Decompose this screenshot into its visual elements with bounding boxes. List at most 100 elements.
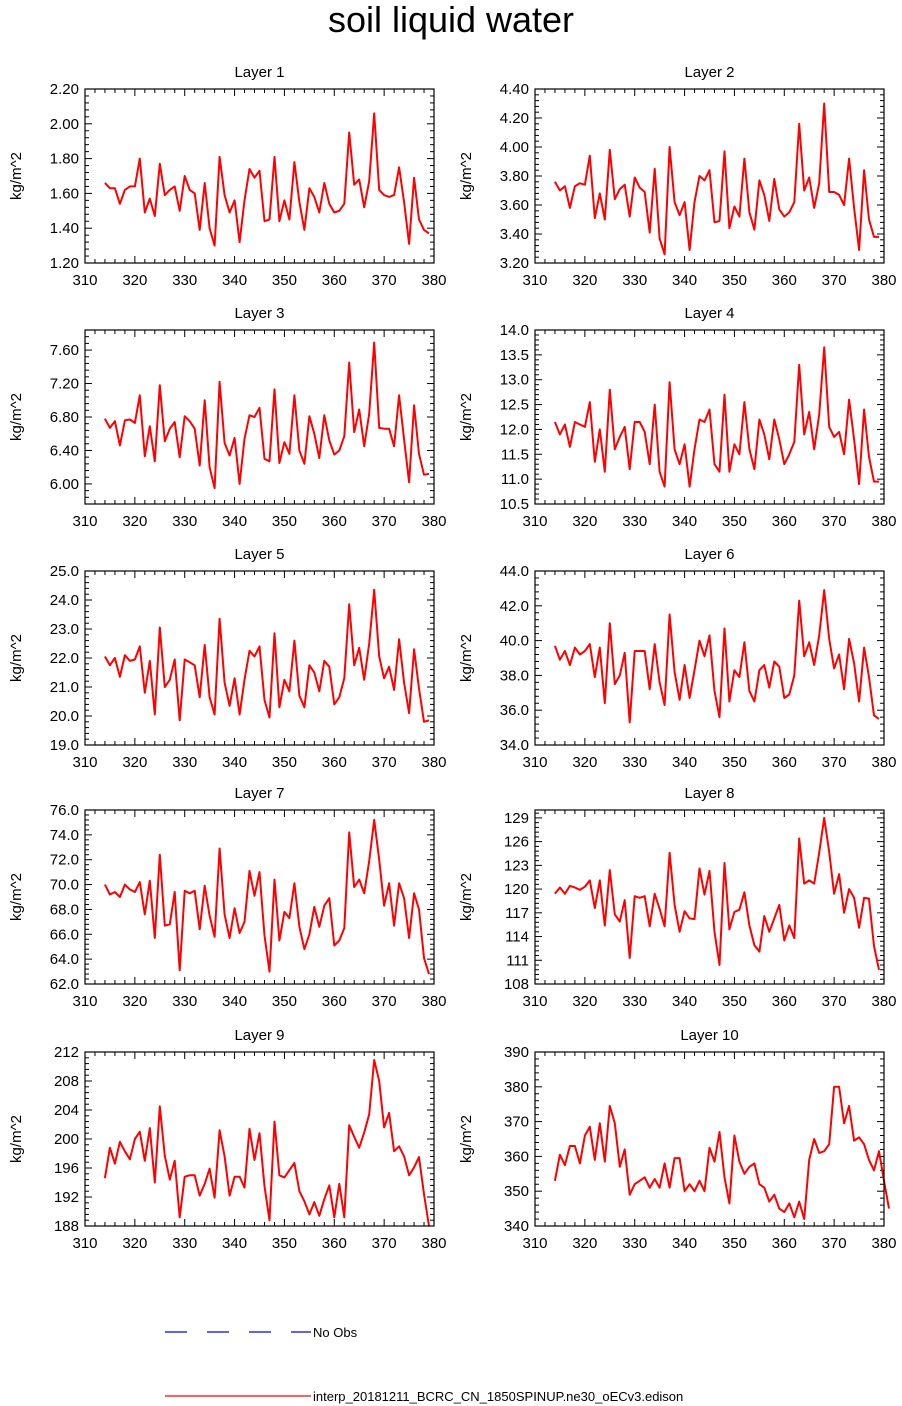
panel-title: Layer 1	[234, 64, 284, 81]
y-tick-label: 7.60	[50, 342, 79, 359]
y-tick-label: 2.20	[50, 81, 79, 98]
x-tick-label: 370	[372, 993, 397, 1010]
y-tick-label: 1.80	[50, 151, 79, 168]
y-tick-label: 126	[504, 834, 529, 851]
x-tick-label: 340	[222, 272, 247, 289]
y-axis-label: kg/m^2	[458, 393, 475, 441]
y-tick-label: 360	[504, 1148, 529, 1165]
y-axis-label: kg/m^2	[458, 1115, 475, 1163]
y-tick-label: 129	[504, 810, 529, 827]
x-tick-label: 370	[822, 272, 847, 289]
y-tick-label: 1.60	[50, 185, 79, 202]
x-tick-label: 330	[622, 993, 647, 1010]
x-tick-label: 330	[172, 513, 197, 530]
y-tick-label: 12.5	[500, 397, 529, 414]
panel-title: Layer 6	[684, 546, 734, 563]
plot-frame	[84, 570, 435, 746]
series-line	[104, 341, 430, 490]
y-tick-label: 74.0	[50, 827, 79, 844]
y-tick-label: 108	[504, 976, 529, 993]
x-tick-label: 380	[421, 754, 446, 771]
chart-panel-10: Layer 10 kg/m^2 310 320 330 340 350 360 370 380 34…	[458, 1027, 897, 1252]
x-tick-label: 320	[572, 754, 597, 771]
x-tick-label: 350	[272, 754, 297, 771]
y-tick-label: 188	[54, 1218, 79, 1235]
y-tick-label: 6.00	[50, 476, 79, 493]
x-tick-label: 330	[622, 513, 647, 530]
x-tick-label: 370	[822, 1235, 847, 1252]
x-tick-label: 340	[222, 1235, 247, 1252]
x-tick-label: 340	[672, 272, 697, 289]
y-tick-label: 350	[504, 1183, 529, 1200]
x-tick-label: 380	[421, 993, 446, 1010]
x-tick-label: 310	[522, 513, 547, 530]
y-tick-label: 208	[54, 1073, 79, 1090]
y-tick-label: 44.0	[500, 563, 529, 580]
y-tick-label: 23.0	[50, 621, 79, 638]
y-tick-label: 340	[504, 1218, 529, 1235]
x-tick-label: 310	[522, 993, 547, 1010]
x-tick-label: 320	[122, 272, 147, 289]
y-tick-label: 123	[504, 857, 529, 874]
x-tick-label: 320	[572, 272, 597, 289]
panel-title: Layer 5	[234, 546, 284, 563]
x-tick-label: 330	[172, 1235, 197, 1252]
y-tick-label: 2.00	[50, 116, 79, 133]
y-tick-label: 13.5	[500, 347, 529, 364]
plot-frame	[534, 88, 885, 264]
plot-frame	[534, 329, 885, 505]
x-tick-label: 310	[522, 1235, 547, 1252]
x-tick-label: 370	[822, 993, 847, 1010]
x-tick-label: 320	[122, 993, 147, 1010]
plot-frame	[84, 329, 435, 505]
x-tick-label: 350	[722, 513, 747, 530]
x-tick-label: 320	[572, 513, 597, 530]
y-axis-label: kg/m^2	[8, 393, 25, 441]
y-tick-label: 1.40	[50, 220, 79, 237]
main-title: soil liquid water	[327, 0, 575, 40]
y-tick-label: 6.40	[50, 442, 79, 459]
y-tick-label: 11.5	[501, 446, 529, 463]
series-line	[104, 818, 430, 975]
y-tick-label: 64.0	[50, 951, 79, 968]
chart-panel-9: Layer 9 kg/m^2 310 320 330 340 350 360 370 380 188…	[8, 1027, 447, 1252]
y-tick-label: 21.0	[50, 679, 79, 696]
x-tick-label: 360	[772, 1235, 797, 1252]
panel-title: Layer 7	[234, 785, 284, 802]
plot-frame	[534, 1051, 885, 1227]
x-tick-label: 360	[322, 272, 347, 289]
y-tick-label: 3.80	[500, 168, 529, 185]
y-tick-label: 204	[54, 1102, 79, 1119]
x-tick-label: 340	[672, 993, 697, 1010]
x-tick-label: 320	[122, 513, 147, 530]
x-tick-label: 310	[522, 754, 547, 771]
x-tick-label: 370	[372, 754, 397, 771]
x-tick-label: 380	[871, 272, 896, 289]
x-tick-label: 340	[222, 513, 247, 530]
x-tick-label: 370	[372, 272, 397, 289]
y-tick-label: 111	[506, 952, 529, 969]
y-tick-label: 11.0	[501, 471, 529, 488]
y-axis-label: kg/m^2	[8, 634, 25, 682]
series-line	[553, 346, 879, 488]
x-tick-label: 310	[72, 993, 97, 1010]
panel-title: Layer 9	[234, 1027, 284, 1044]
y-tick-label: 380	[504, 1079, 529, 1096]
x-tick-label: 380	[421, 1235, 446, 1252]
x-tick-label: 380	[421, 513, 446, 530]
y-tick-label: 6.80	[50, 409, 79, 426]
x-tick-label: 370	[372, 1235, 397, 1252]
x-tick-label: 320	[572, 993, 597, 1010]
y-axis-label: kg/m^2	[8, 873, 25, 921]
y-tick-label: 36.0	[500, 702, 529, 719]
panel-title: Layer 3	[234, 305, 284, 322]
chart-panel-4: Layer 4 kg/m^2 310 320 330 340 350 360 370 380 10.…	[458, 305, 897, 530]
y-tick-label: 68.0	[50, 901, 79, 918]
chart-panel-6: Layer 6 kg/m^2 310 320 330 340 350 360 370 380 34.…	[458, 546, 897, 771]
y-tick-label: 22.0	[50, 650, 79, 667]
y-tick-label: 200	[54, 1131, 79, 1148]
y-tick-label: 40.0	[500, 633, 529, 650]
y-tick-label: 76.0	[50, 802, 79, 819]
